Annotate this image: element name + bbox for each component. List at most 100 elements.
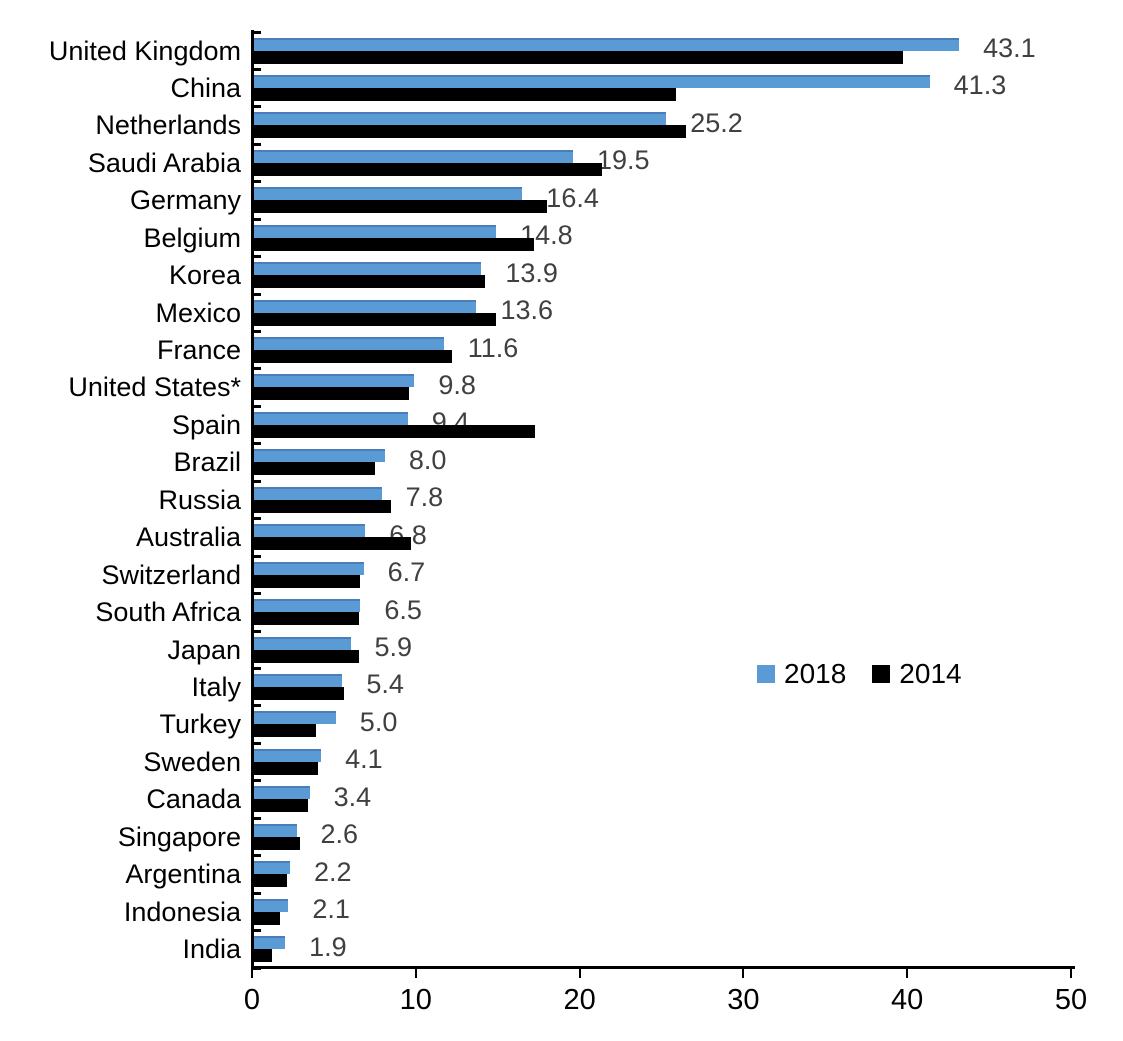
bar-2014: [254, 537, 412, 551]
chart-row: 6.7 Switzerland: [0, 556, 1123, 594]
chart-row: 19.5 Saudi Arabia: [0, 144, 1123, 182]
chart-row: 9.4 Spain: [0, 406, 1123, 444]
y-axis-tick: [251, 255, 261, 259]
legend-item-2014: 2014: [872, 658, 962, 690]
x-axis-tick: [1070, 969, 1072, 978]
value-label: 5.4: [366, 669, 404, 700]
category-label: Belgium: [143, 222, 241, 253]
bar-2018: [254, 599, 361, 613]
chart-row: 2.1 Indonesia: [0, 893, 1123, 931]
y-axis-tick: [251, 704, 261, 708]
value-label: 8.0: [408, 444, 447, 475]
y-axis-tick: [251, 105, 261, 109]
x-axis-tick-label: 40: [891, 984, 924, 1016]
category-label: South Africa: [95, 597, 241, 628]
chart-row: 5.9 Japan: [0, 631, 1123, 669]
bar-2018: [254, 262, 482, 276]
bar-2018: [254, 898, 289, 912]
category-label: Singapore: [117, 821, 241, 852]
bar-2018: [254, 374, 415, 388]
bar-2014: [254, 387, 410, 401]
value-label: 11.6: [467, 332, 519, 363]
bar-2018: [254, 636, 351, 650]
value-label: 6.7: [387, 557, 426, 588]
bar-2014: [254, 237, 534, 251]
category-label: United States*: [68, 372, 241, 403]
y-axis-tick: [251, 966, 261, 970]
legend-label-2014: 2014: [899, 658, 962, 689]
bar-2018: [254, 449, 385, 463]
category-label: China: [170, 72, 241, 103]
y-axis-tick: [251, 592, 261, 596]
x-axis-tick: [742, 969, 745, 978]
y-axis-tick: [251, 30, 261, 34]
category-label: Turkey: [159, 709, 241, 740]
chart-row: 14.8 Belgium: [0, 219, 1123, 257]
chart-row: 4.1 Sweden: [0, 743, 1123, 781]
y-axis-tick: [251, 404, 261, 408]
bar-2014: [254, 462, 376, 476]
chart-row: 13.6 Mexico: [0, 294, 1123, 332]
bar-2014: [254, 949, 272, 963]
x-axis-tick-label: 0: [243, 984, 261, 1016]
x-axis-tick-label: 20: [563, 984, 596, 1016]
chart-row: 7.8 Russia: [0, 481, 1123, 519]
chart-row: 2.6 Singapore: [0, 818, 1123, 856]
chart-row: 25.2 Netherlands: [0, 107, 1123, 145]
value-label: 43.1: [983, 33, 1036, 63]
y-axis-tick: [251, 217, 261, 221]
value-label: 5.9: [374, 632, 413, 663]
category-label: France: [156, 335, 241, 366]
bar-2018: [254, 224, 497, 238]
y-axis-tick: [251, 292, 261, 296]
bar-2014: [254, 686, 344, 700]
bar-2018: [254, 74, 930, 88]
value-label: 2.6: [320, 819, 359, 850]
bar-2014: [254, 874, 287, 888]
bar-2018: [254, 711, 336, 725]
category-label: Germany: [129, 185, 241, 216]
chart-row: 8.0 Brazil: [0, 444, 1123, 482]
y-axis-tick: [251, 330, 261, 334]
bar-2014: [254, 724, 317, 738]
y-axis-tick: [251, 741, 261, 745]
bar-2018: [254, 112, 667, 126]
chart-row: 6.8 Australia: [0, 519, 1123, 557]
chart-row: 9.8 United States*: [0, 369, 1123, 407]
bar-2014: [254, 275, 485, 289]
value-label: 1.9: [309, 931, 347, 962]
x-axis-tick-label: 30: [727, 984, 760, 1016]
y-axis-line: [251, 30, 254, 969]
category-label: Switzerland: [101, 559, 241, 590]
chart-row: 43.1 United Kingdom: [0, 32, 1123, 70]
category-label: India: [182, 934, 241, 965]
category-label: Korea: [168, 260, 241, 291]
x-axis-tick: [906, 969, 909, 978]
category-label: Russia: [158, 484, 241, 515]
chart-row: 1.9 India: [0, 931, 1123, 969]
bar-2014: [254, 424, 536, 438]
x-axis-tick-label: 10: [399, 984, 432, 1016]
category-label: Saudi Arabia: [87, 147, 241, 178]
bar-2018: [254, 486, 382, 500]
y-axis-tick: [251, 891, 261, 895]
x-axis-line: [251, 966, 1075, 969]
y-axis-tick: [251, 67, 261, 71]
category-label: Brazil: [173, 447, 241, 478]
category-label: Australia: [135, 522, 241, 553]
y-axis-tick: [251, 816, 261, 820]
y-axis-tick: [251, 929, 261, 933]
bar-2014: [254, 87, 677, 101]
x-axis-tick: [414, 969, 417, 978]
value-label: 13.9: [505, 257, 558, 288]
value-label: 16.4: [546, 182, 599, 213]
y-axis-tick: [251, 367, 261, 371]
bar-2014: [254, 162, 603, 176]
bar-2014: [254, 836, 300, 850]
value-label: 2.2: [313, 856, 352, 887]
value-label: 3.4: [333, 781, 372, 812]
chart-row: 3.4 Canada: [0, 781, 1123, 819]
category-label: Spain: [171, 409, 241, 440]
bar-2018: [254, 411, 408, 425]
